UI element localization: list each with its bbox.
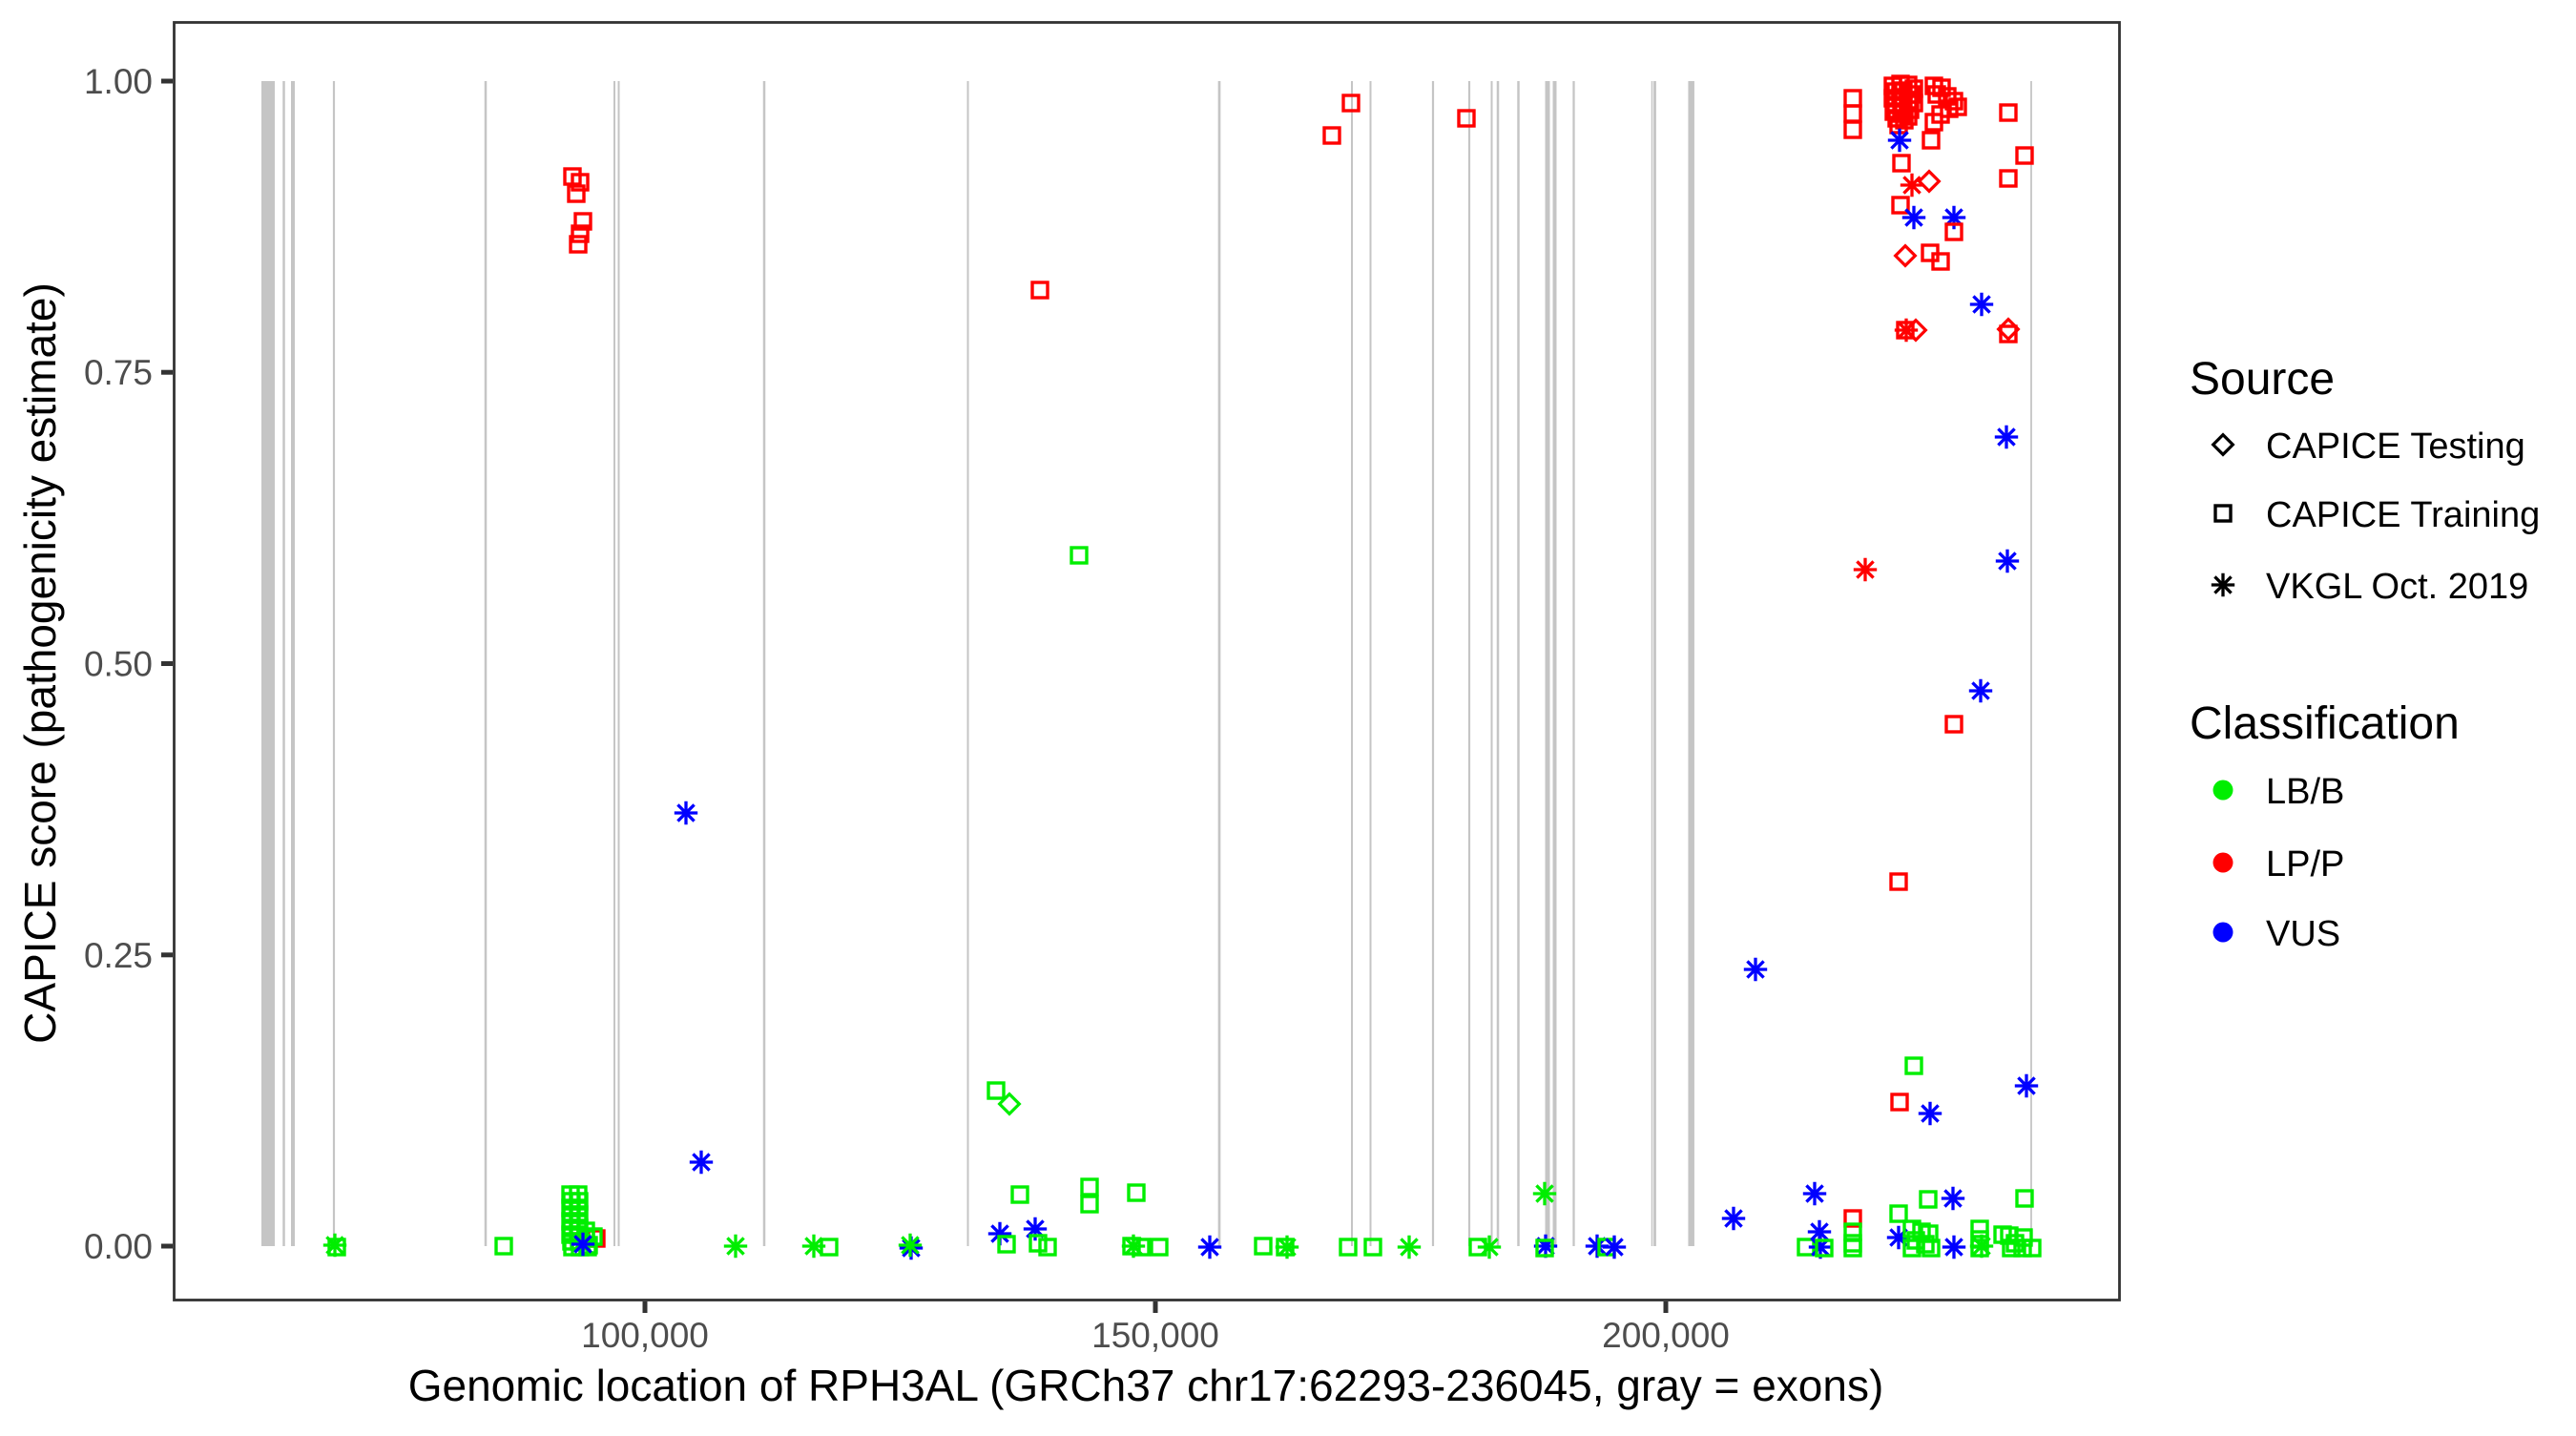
svg-text:CAPICE Testing: CAPICE Testing [2266, 427, 2525, 467]
svg-text:100,000: 100,000 [581, 1316, 709, 1355]
svg-text:VKGL Oct. 2019: VKGL Oct. 2019 [2266, 567, 2528, 607]
svg-text:LB/B: LB/B [2266, 772, 2344, 812]
svg-text:CAPICE score (pathogenicity es: CAPICE score (pathogenicity estimate) [15, 282, 65, 1044]
svg-text:CAPICE Training: CAPICE Training [2266, 495, 2540, 535]
svg-text:Source: Source [2190, 354, 2335, 405]
svg-text:0.00: 0.00 [84, 1227, 153, 1266]
svg-text:Genomic location of RPH3AL (GR: Genomic location of RPH3AL (GRCh37 chr17… [408, 1361, 1884, 1410]
svg-text:VUS: VUS [2266, 914, 2340, 954]
svg-text:1.00: 1.00 [84, 62, 153, 101]
svg-text:LP/P: LP/P [2266, 844, 2344, 884]
svg-text:Classification: Classification [2190, 698, 2460, 749]
svg-text:0.75: 0.75 [84, 353, 153, 392]
svg-text:0.50: 0.50 [84, 645, 153, 684]
svg-text:200,000: 200,000 [1602, 1316, 1730, 1355]
svg-text:150,000: 150,000 [1091, 1316, 1219, 1355]
svg-text:0.25: 0.25 [84, 936, 153, 975]
